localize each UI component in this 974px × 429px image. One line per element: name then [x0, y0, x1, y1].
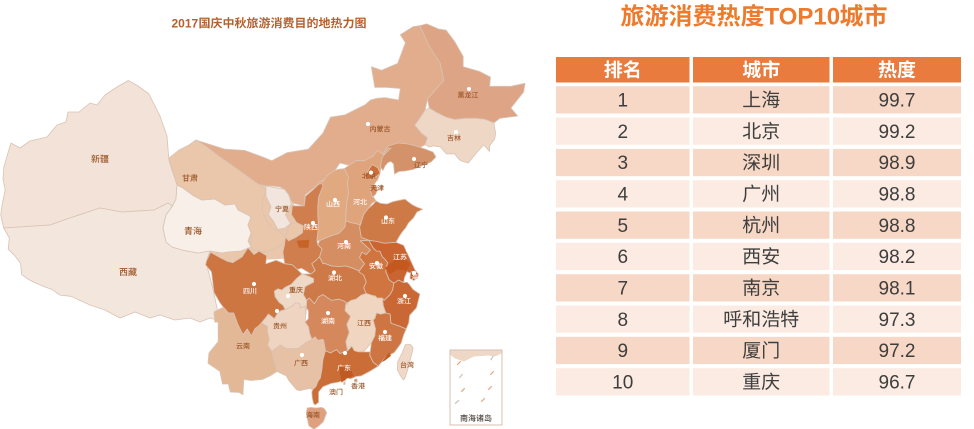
svg-text:97.2: 97.2 [879, 341, 916, 362]
svg-text:TOP10: TOP10 [765, 4, 841, 31]
svg-text:1: 1 [617, 91, 628, 112]
svg-text:2017: 2017 [172, 16, 199, 30]
svg-text:2: 2 [617, 122, 628, 143]
svg-text:3: 3 [617, 153, 628, 174]
svg-text:10: 10 [612, 373, 633, 394]
svg-text:96.7: 96.7 [879, 373, 916, 394]
svg-text:98.9: 98.9 [879, 153, 916, 174]
svg-text:5: 5 [617, 216, 628, 237]
svg-text:98.8: 98.8 [879, 185, 916, 206]
svg-text:7: 7 [617, 279, 628, 300]
svg-text:4: 4 [617, 185, 628, 206]
svg-text:8: 8 [617, 310, 628, 331]
svg-text:99.7: 99.7 [879, 91, 916, 112]
svg-text:99.2: 99.2 [879, 122, 916, 143]
svg-text:9: 9 [617, 341, 628, 362]
svg-text:98.8: 98.8 [879, 216, 916, 237]
svg-text:98.1: 98.1 [879, 279, 916, 300]
svg-text:97.3: 97.3 [879, 310, 916, 331]
svg-text:98.2: 98.2 [879, 247, 916, 268]
svg-text:6: 6 [617, 247, 628, 268]
